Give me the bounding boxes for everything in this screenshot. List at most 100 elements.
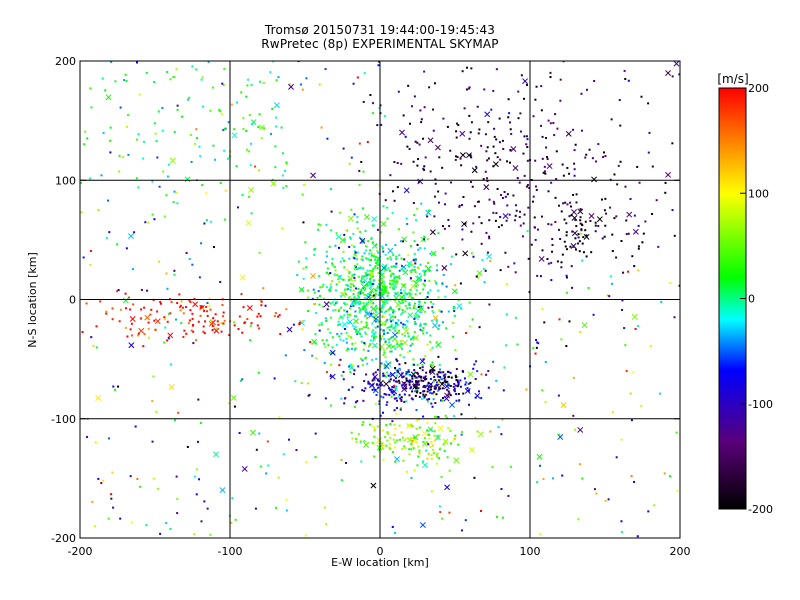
data-point [398, 269, 401, 272]
data-point [504, 195, 507, 198]
data-point [486, 179, 489, 182]
data-point [433, 439, 436, 442]
data-point [549, 76, 552, 79]
data-point [536, 274, 539, 277]
data-point [442, 443, 445, 446]
data-point [468, 137, 471, 140]
data-point [274, 506, 277, 509]
data-point [400, 399, 403, 402]
data-point [108, 231, 111, 234]
data-point [353, 405, 356, 408]
data-point [383, 374, 386, 377]
data-point [477, 276, 480, 279]
data-point-cross [417, 178, 424, 185]
data-point [393, 384, 396, 387]
data-point [417, 181, 420, 184]
data-point [354, 315, 357, 318]
data-point [195, 468, 198, 471]
data-point [329, 290, 332, 293]
data-point [329, 302, 332, 305]
data-point [379, 414, 382, 417]
data-point-cross [464, 388, 471, 394]
data-point [399, 289, 402, 292]
data-point [474, 416, 477, 419]
data-point [412, 337, 415, 340]
data-point [269, 132, 272, 135]
data-point [627, 232, 630, 235]
data-point [454, 284, 457, 287]
data-point [649, 345, 652, 348]
data-point [585, 88, 588, 91]
data-point [577, 236, 580, 239]
data-point [432, 398, 435, 401]
data-point [534, 352, 537, 355]
data-point [349, 283, 352, 286]
data-point [163, 215, 166, 218]
data-point [414, 140, 417, 143]
data-point-cross [444, 392, 451, 399]
data-point [468, 325, 471, 328]
data-point [414, 383, 417, 386]
data-point [155, 410, 158, 413]
data-point [373, 455, 376, 458]
data-point [423, 437, 426, 440]
data-point-cross [212, 451, 219, 458]
data-point [373, 429, 376, 432]
data-point [423, 323, 426, 326]
data-point [378, 402, 381, 405]
data-point [373, 378, 376, 381]
data-point [363, 342, 366, 345]
data-point [412, 358, 415, 361]
data-point [353, 213, 356, 216]
data-point [357, 287, 360, 290]
data-point [421, 363, 424, 366]
data-point [559, 99, 562, 102]
data-point [381, 334, 384, 337]
data-point [514, 271, 517, 274]
data-point [354, 437, 357, 440]
data-point [439, 511, 442, 514]
data-point [172, 201, 175, 204]
data-point [391, 386, 394, 389]
data-point [363, 293, 366, 296]
data-point [415, 376, 418, 379]
data-point [166, 339, 169, 342]
data-point [386, 431, 389, 434]
data-point [450, 181, 453, 184]
data-point-cross [431, 322, 438, 329]
data-point [247, 78, 250, 81]
data-point [487, 386, 490, 389]
data-point [558, 318, 561, 321]
x-axis-ticks: -200 -100 0 100 200 [68, 61, 691, 558]
data-point [370, 236, 373, 239]
data-point [242, 116, 245, 119]
data-point [594, 221, 597, 224]
data-point [151, 180, 154, 183]
data-point [382, 447, 385, 450]
data-point [362, 348, 365, 351]
data-point [453, 314, 456, 317]
data-point-cross [363, 441, 370, 448]
data-point [434, 379, 437, 382]
data-point-cross [353, 318, 360, 325]
data-point [637, 224, 640, 227]
data-point [227, 157, 230, 160]
data-point [424, 322, 427, 325]
data-point [369, 249, 372, 252]
data-point [413, 331, 416, 334]
data-point [335, 343, 338, 346]
data-point [422, 332, 425, 335]
data-point [365, 303, 368, 306]
data-point [363, 440, 366, 443]
data-point [436, 373, 439, 376]
data-point [376, 267, 379, 270]
data-point [424, 386, 427, 389]
data-point [416, 419, 419, 422]
data-point [361, 389, 364, 392]
data-point [399, 397, 402, 400]
data-point [219, 182, 222, 185]
data-point-cross [360, 283, 367, 290]
data-point [405, 377, 408, 380]
data-point [619, 124, 622, 127]
data-point [572, 128, 575, 131]
